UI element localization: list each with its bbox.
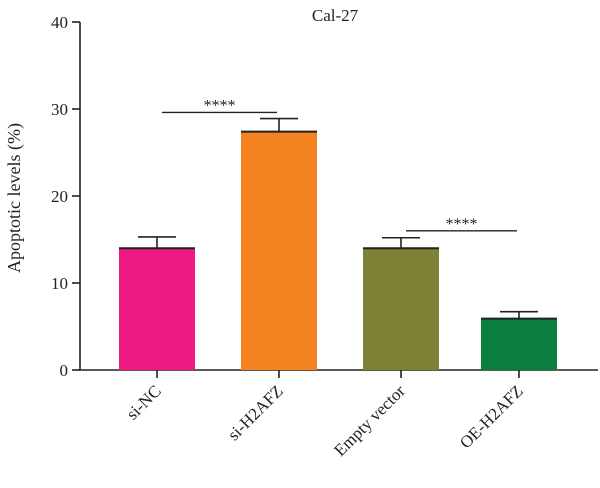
x-tick-label: si-NC [123, 381, 165, 423]
bar [363, 248, 439, 370]
bar [119, 248, 195, 370]
x-ticks: si-NC si-H2AFZ Empty vector OE-H2AFZ [123, 370, 527, 460]
y-tick-label: 20 [51, 187, 68, 206]
x-tick-label: OE-H2AFZ [456, 381, 527, 452]
significance-label: **** [446, 216, 478, 233]
y-tick-label: 40 [51, 13, 68, 32]
y-axis: 0 10 20 30 40 [51, 13, 81, 380]
bars [119, 130, 557, 370]
x-tick-label: Empty vector [330, 381, 409, 460]
x-tick-label: si-H2AFZ [224, 381, 287, 444]
y-ticks: 0 10 20 30 40 [51, 13, 80, 380]
y-axis-title: Apoptotic levels (%) [4, 123, 25, 273]
error-bars [138, 117, 538, 319]
y-tick-label: 10 [51, 274, 68, 293]
x-axis: si-NC si-H2AFZ Empty vector OE-H2AFZ [79, 369, 598, 460]
bar [241, 131, 317, 370]
significance-markers: **** **** [162, 97, 517, 233]
y-tick-label: 0 [60, 361, 69, 380]
significance-label: **** [204, 97, 236, 114]
y-tick-label: 30 [51, 100, 68, 119]
chart-title: Cal-27 [312, 6, 359, 25]
bar [481, 318, 557, 370]
